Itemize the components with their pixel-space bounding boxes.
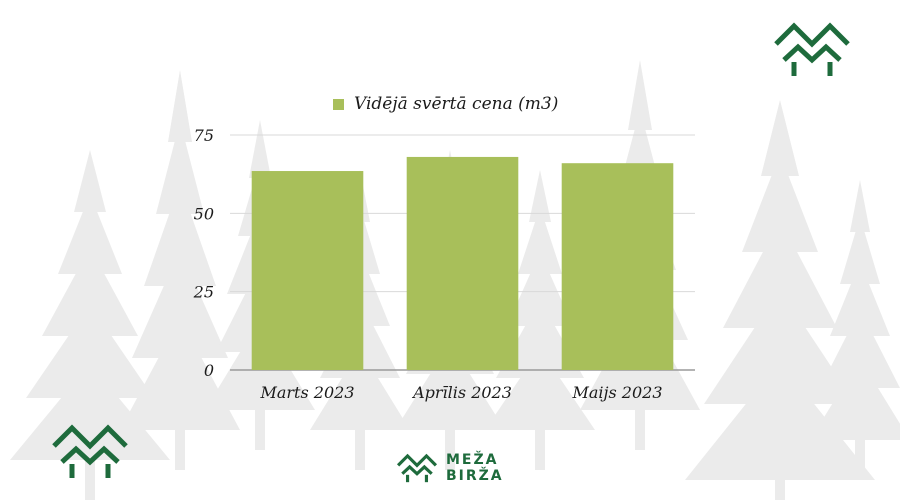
forest-logo-icon [52, 424, 128, 478]
tree-trunk [855, 435, 865, 480]
brand-line-2: BIRŽA [446, 468, 504, 484]
legend-swatch [333, 98, 344, 110]
tree-trunk [635, 405, 645, 450]
y-tick-label: 25 [193, 283, 214, 302]
x-axis-ticks: Marts 2023 Aprīlis 2023 Maijs 2023 [259, 383, 662, 402]
tree-trunk [175, 425, 185, 470]
forest-logo-icon [396, 453, 438, 483]
chart-bars [251, 156, 674, 370]
tree-trunk [85, 455, 95, 500]
forest-logo-icon [774, 22, 850, 76]
tree-silhouette-icon [810, 180, 900, 440]
brand-name: MEŽA BIRŽA [446, 452, 504, 484]
bar [251, 171, 364, 370]
y-tick-label: 50 [194, 204, 214, 223]
tree-trunk [355, 425, 365, 470]
tree-trunk [445, 425, 455, 470]
chart-legend: Vidējā svērtā cena (m3) [333, 94, 558, 114]
tree-trunk [255, 405, 265, 450]
y-axis-ticks: 0 25 50 75 [193, 126, 214, 380]
x-tick-label: Aprīlis 2023 [411, 383, 512, 402]
brand-logo: MEŽA BIRŽA [396, 452, 504, 484]
x-tick-label: Marts 2023 [259, 383, 354, 402]
bar [561, 163, 674, 370]
y-tick-label: 75 [194, 126, 214, 145]
tree-silhouette-icon [120, 70, 240, 430]
tree-trunk [535, 425, 545, 470]
legend-label: Vidējā svērtā cena (m3) [354, 94, 559, 114]
y-tick-label: 0 [204, 361, 214, 380]
x-tick-label: Maijs 2023 [571, 383, 662, 402]
tree-silhouette-icon [10, 150, 170, 460]
bar [406, 156, 519, 370]
brand-line-1: MEŽA [446, 452, 499, 468]
tree-trunk [775, 475, 785, 504]
